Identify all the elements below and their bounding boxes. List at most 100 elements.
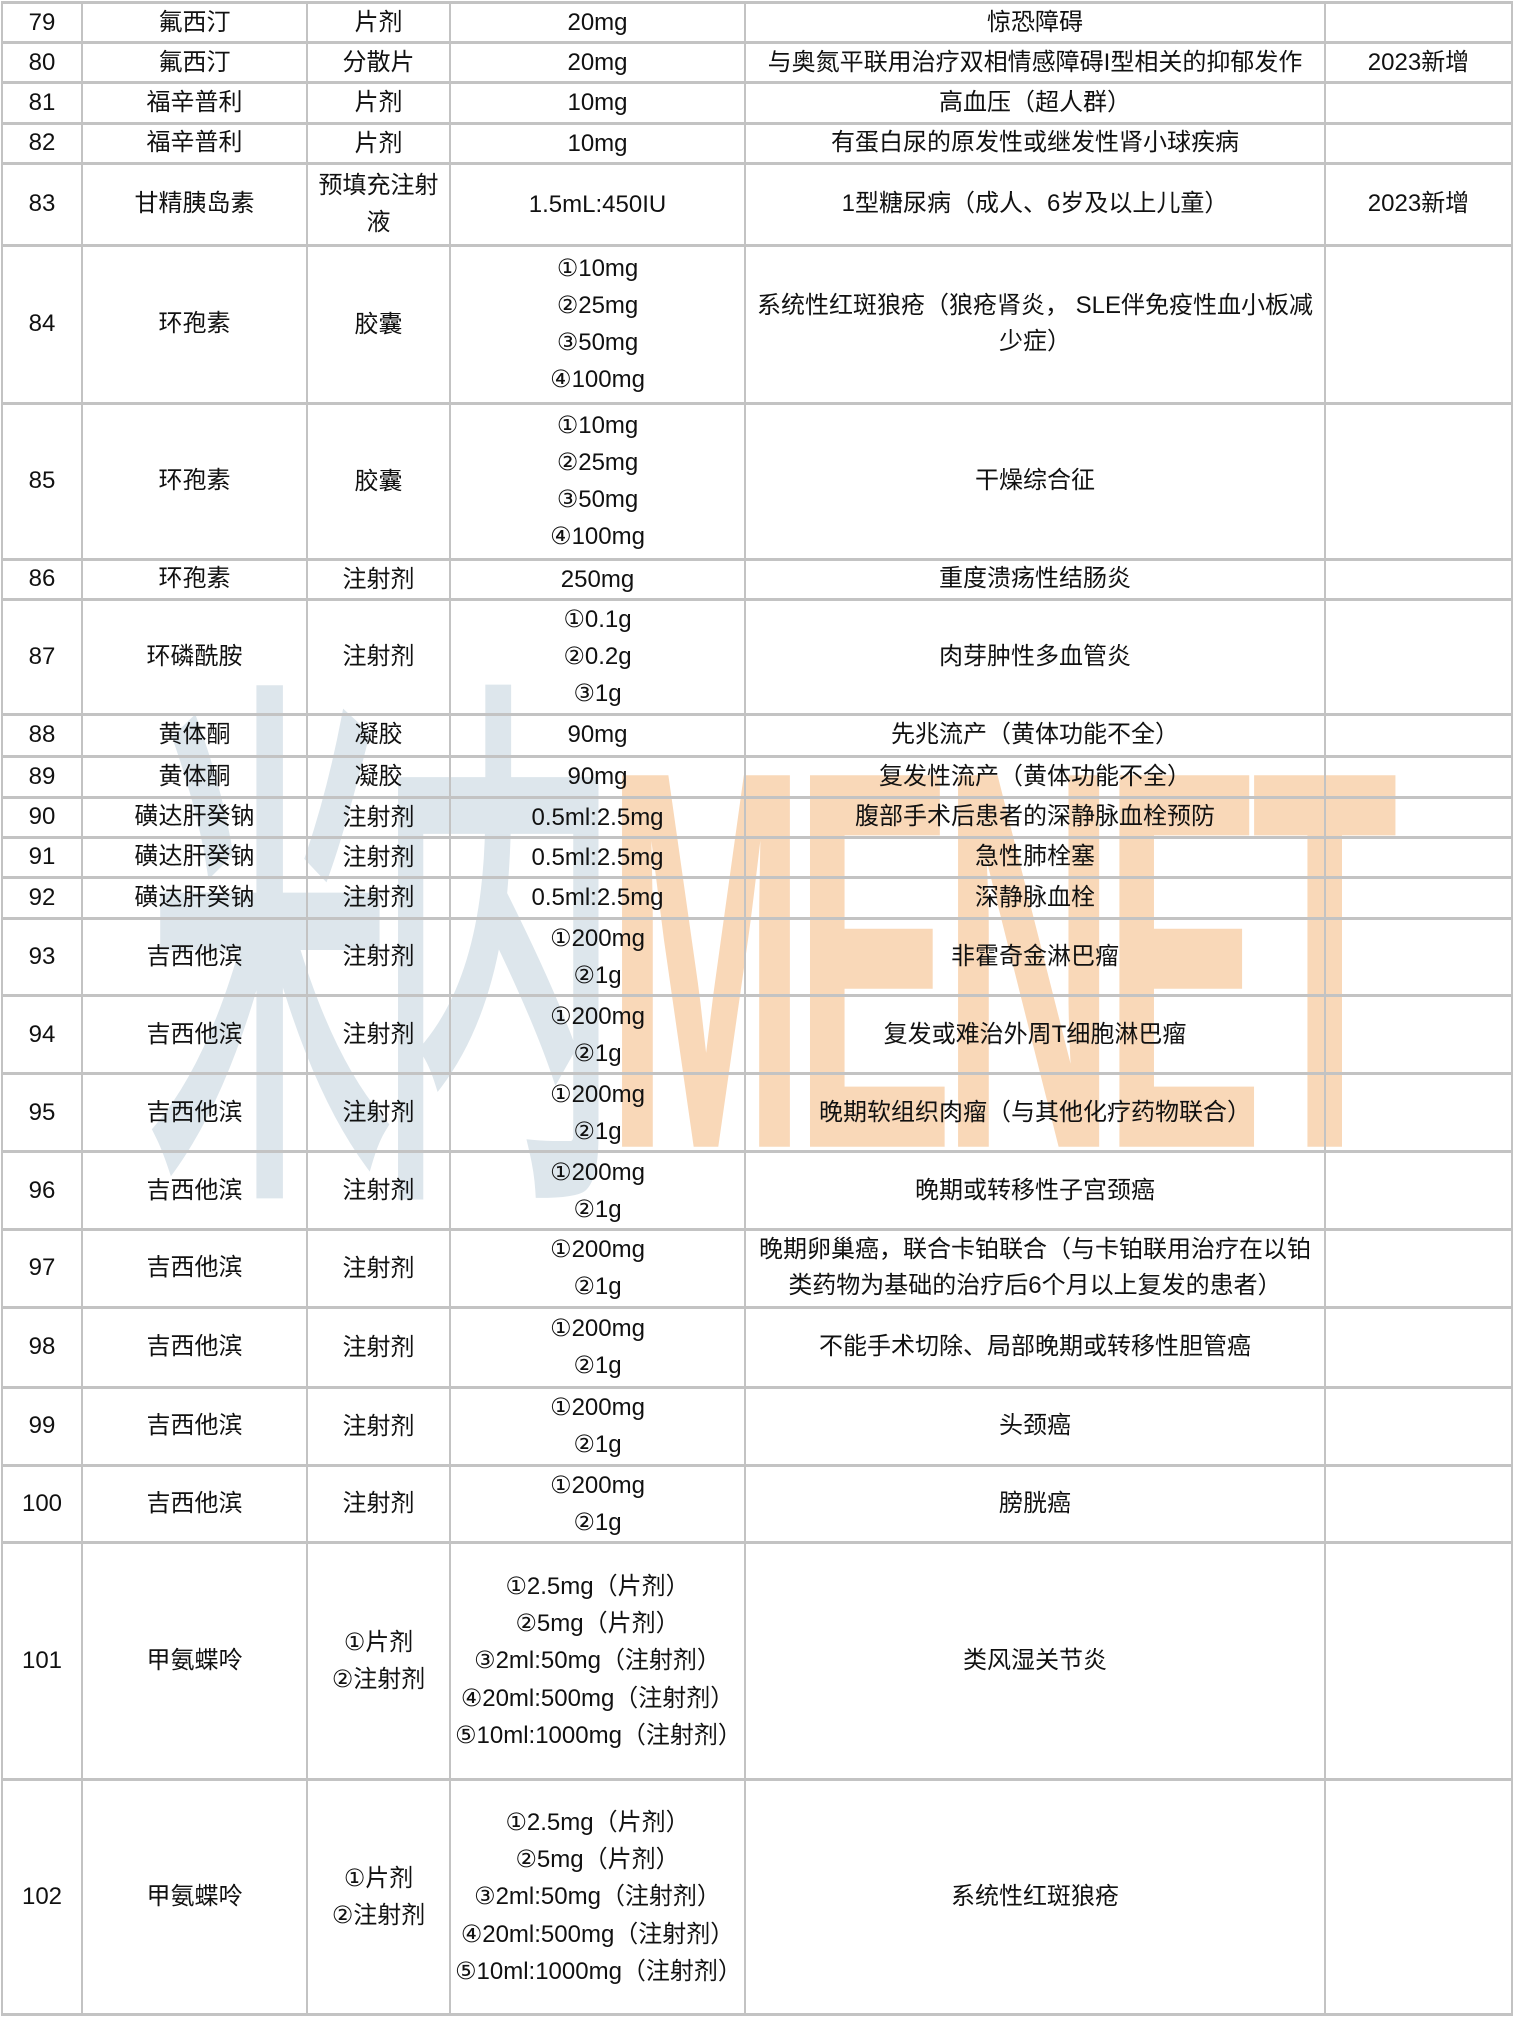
table-row: 96 吉西他滨 注射剂 ①200mg ②1g 晚期或转移性子宫颈癌 xyxy=(1,1150,1513,1232)
spec-cell: 20mg xyxy=(449,0,746,45)
indication-cell: 复发或难治外周T细胞淋巴瘤 xyxy=(744,994,1326,1076)
table-row: 91 磺达肝癸钠 注射剂 0.5ml:2.5mg 急性肺栓塞 xyxy=(1,835,1513,879)
spec-cell: 250mg xyxy=(449,557,746,601)
row-number-cell: 91 xyxy=(1,835,83,879)
drug-name-cell: 吉西他滨 xyxy=(81,1150,308,1232)
table-row: 102 甲氨蝶呤 ①片剂 ②注射剂 ①2.5mg（片剂） ②5mg（片剂） ③2… xyxy=(1,1778,1513,2016)
table-row: 81 福辛普利 片剂 10mg 高血压（超人群） xyxy=(1,81,1513,125)
table-row: 92 磺达肝癸钠 注射剂 0.5ml:2.5mg 深静脉血栓 xyxy=(1,875,1513,920)
dosage-form-cell: ①片剂 ②注射剂 xyxy=(306,1778,451,2016)
indication-cell: 急性肺栓塞 xyxy=(744,835,1326,879)
note-cell xyxy=(1324,121,1513,165)
table-row: 87 环磷酰胺 注射剂 ①0.1g ②0.2g ③1g 肉芽肿性多血管炎 xyxy=(1,597,1513,716)
dosage-form-cell: 分散片 xyxy=(306,41,451,85)
note-cell xyxy=(1324,754,1513,799)
note-cell xyxy=(1324,0,1513,45)
indication-cell: 不能手术切除、局部晚期或转移性胆管癌 xyxy=(744,1305,1326,1389)
row-number-cell: 90 xyxy=(1,795,83,839)
indication-cell: 系统性红斑狼疮 xyxy=(744,1778,1326,2016)
spec-cell: 0.5ml:2.5mg xyxy=(449,875,746,920)
note-cell xyxy=(1324,1228,1513,1309)
table-row: 100 吉西他滨 注射剂 ①200mg ②1g 膀胱癌 xyxy=(1,1463,1513,1545)
row-number-cell: 88 xyxy=(1,712,83,758)
spec-cell: ①2.5mg（片剂） ②5mg（片剂） ③2ml:50mg（注射剂） ④20ml… xyxy=(449,1541,746,1781)
table-row: 82 福辛普利 片剂 10mg 有蛋白尿的原发性或继发性肾小球疾病 xyxy=(1,121,1513,165)
dosage-form-cell: 注射剂 xyxy=(306,597,451,716)
table-row: 95 吉西他滨 注射剂 ①200mg ②1g 晚期软组织肉瘤（与其他化疗药物联合… xyxy=(1,1072,1513,1154)
dosage-form-cell: 片剂 xyxy=(306,121,451,165)
dosage-form-cell: 注射剂 xyxy=(306,1228,451,1309)
row-number-cell: 82 xyxy=(1,121,83,165)
row-number-cell: 92 xyxy=(1,875,83,920)
row-number-cell: 83 xyxy=(1,161,83,247)
indication-cell: 与奥氮平联用治疗双相情感障碍I型相关的抑郁发作 xyxy=(744,41,1326,85)
table-row: 84 环孢素 胶囊 ①10mg ②25mg ③50mg ④100mg 系统性红斑… xyxy=(1,243,1513,405)
drug-name-cell: 黄体酮 xyxy=(81,712,308,758)
spec-cell: 0.5ml:2.5mg xyxy=(449,795,746,839)
indication-cell: 晚期软组织肉瘤（与其他化疗药物联合） xyxy=(744,1072,1326,1154)
drug-name-cell: 磺达肝癸钠 xyxy=(81,795,308,839)
dosage-form-cell: ①片剂 ②注射剂 xyxy=(306,1541,451,1781)
spec-cell: 1.5mL:450IU xyxy=(449,161,746,247)
row-number-cell: 95 xyxy=(1,1072,83,1154)
table-row: 94 吉西他滨 注射剂 ①200mg ②1g 复发或难治外周T细胞淋巴瘤 xyxy=(1,994,1513,1076)
row-number-cell: 86 xyxy=(1,557,83,601)
table-row: 101 甲氨蝶呤 ①片剂 ②注射剂 ①2.5mg（片剂） ②5mg（片剂） ③2… xyxy=(1,1541,1513,1781)
row-number-cell: 94 xyxy=(1,994,83,1076)
row-number-cell: 89 xyxy=(1,754,83,799)
spec-cell: 0.5ml:2.5mg xyxy=(449,835,746,879)
row-number-cell: 85 xyxy=(1,401,83,561)
indication-cell: 头颈癌 xyxy=(744,1385,1326,1467)
note-cell xyxy=(1324,1305,1513,1389)
indication-cell: 非霍奇金淋巴瘤 xyxy=(744,916,1326,998)
spec-cell: ①200mg ②1g xyxy=(449,994,746,1076)
row-number-cell: 99 xyxy=(1,1385,83,1467)
table-row: 79 氟西汀 片剂 20mg 惊恐障碍 xyxy=(1,0,1513,45)
drug-name-cell: 环孢素 xyxy=(81,557,308,601)
drug-name-cell: 磺达肝癸钠 xyxy=(81,875,308,920)
spec-cell: 90mg xyxy=(449,712,746,758)
row-number-cell: 102 xyxy=(1,1778,83,2016)
indication-cell: 腹部手术后患者的深静脉血栓预防 xyxy=(744,795,1326,839)
drug-name-cell: 环孢素 xyxy=(81,401,308,561)
note-cell xyxy=(1324,597,1513,716)
dosage-form-cell: 注射剂 xyxy=(306,916,451,998)
spec-cell: ①200mg ②1g xyxy=(449,1150,746,1232)
drug-name-cell: 甘精胰岛素 xyxy=(81,161,308,247)
table-row: 99 吉西他滨 注射剂 ①200mg ②1g 头颈癌 xyxy=(1,1385,1513,1467)
row-number-cell: 101 xyxy=(1,1541,83,1781)
note-cell xyxy=(1324,795,1513,839)
drug-name-cell: 吉西他滨 xyxy=(81,1072,308,1154)
note-cell xyxy=(1324,994,1513,1076)
row-number-cell: 80 xyxy=(1,41,83,85)
note-cell xyxy=(1324,1541,1513,1781)
row-number-cell: 81 xyxy=(1,81,83,125)
indication-cell: 重度溃疡性结肠炎 xyxy=(744,557,1326,601)
dosage-form-cell: 片剂 xyxy=(306,81,451,125)
dosage-form-cell: 注射剂 xyxy=(306,994,451,1076)
drug-name-cell: 磺达肝癸钠 xyxy=(81,835,308,879)
spec-cell: ①2.5mg（片剂） ②5mg（片剂） ③2ml:50mg（注射剂） ④20ml… xyxy=(449,1778,746,2016)
dosage-form-cell: 预填充注射液 xyxy=(306,161,451,247)
indication-cell: 1型糖尿病（成人、6岁及以上儿童） xyxy=(744,161,1326,247)
row-number-cell: 87 xyxy=(1,597,83,716)
note-cell xyxy=(1324,1463,1513,1545)
indication-cell: 系统性红斑狼疮（狼疮肾炎， SLE伴免疫性血小板减少症） xyxy=(744,243,1326,405)
drug-name-cell: 吉西他滨 xyxy=(81,1228,308,1309)
table-row: 98 吉西他滨 注射剂 ①200mg ②1g 不能手术切除、局部晚期或转移性胆管… xyxy=(1,1305,1513,1389)
row-number-cell: 98 xyxy=(1,1305,83,1389)
dosage-form-cell: 胶囊 xyxy=(306,243,451,405)
dosage-form-cell: 注射剂 xyxy=(306,1072,451,1154)
indication-cell: 惊恐障碍 xyxy=(744,0,1326,45)
spec-cell: 10mg xyxy=(449,121,746,165)
note-cell xyxy=(1324,875,1513,920)
note-cell xyxy=(1324,1150,1513,1232)
note-cell xyxy=(1324,1778,1513,2016)
table-row: 80 氟西汀 分散片 20mg 与奥氮平联用治疗双相情感障碍I型相关的抑郁发作 … xyxy=(1,41,1513,85)
note-cell xyxy=(1324,916,1513,998)
spec-cell: 90mg xyxy=(449,754,746,799)
dosage-form-cell: 注射剂 xyxy=(306,1385,451,1467)
note-cell xyxy=(1324,835,1513,879)
indication-cell: 晚期或转移性子宫颈癌 xyxy=(744,1150,1326,1232)
